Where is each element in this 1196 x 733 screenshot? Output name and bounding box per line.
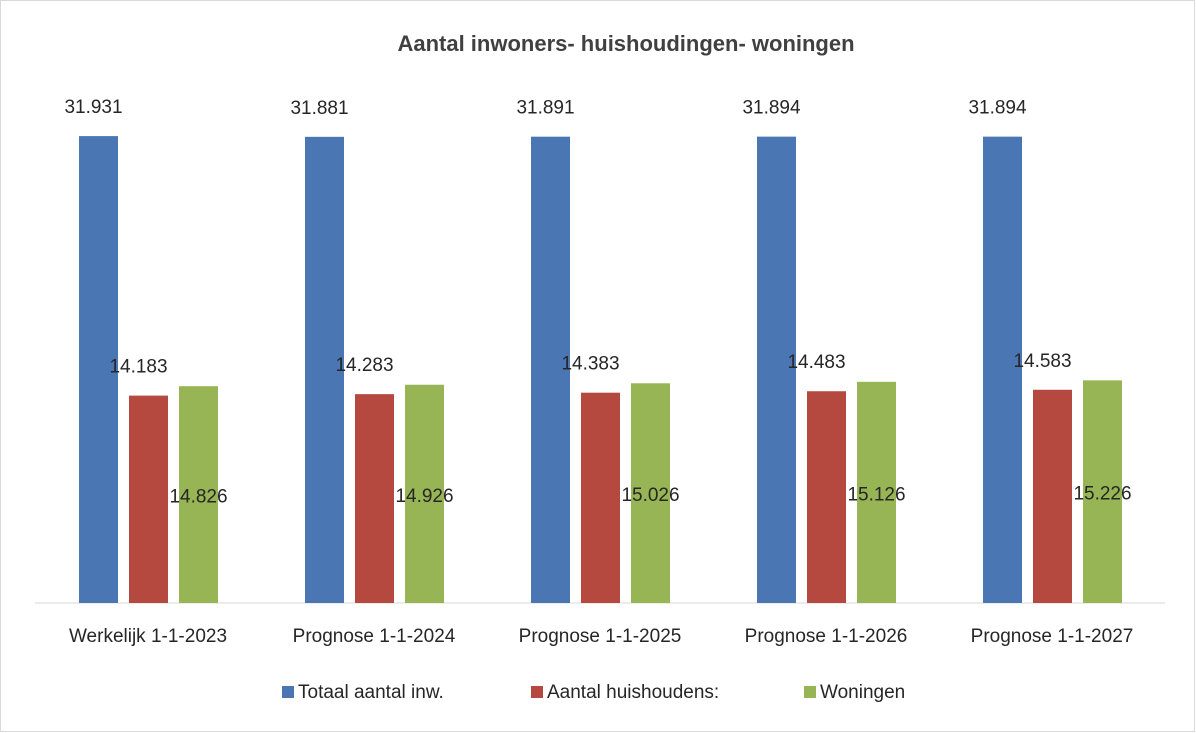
data-label: 14.926	[395, 486, 453, 507]
x-tick-label: Prognose 1-1-2025	[519, 626, 682, 647]
bar	[179, 386, 218, 603]
chart-title: Aantal inwoners- huishoudingen- woningen	[397, 31, 854, 56]
legend-swatch	[531, 686, 543, 698]
bar	[1033, 389, 1072, 603]
legend-label: Aantal huishoudens:	[547, 682, 719, 703]
bar	[807, 391, 846, 603]
data-label: 14.383	[561, 354, 619, 375]
x-tick-label: Prognose 1-1-2027	[971, 626, 1134, 647]
x-tick-label: Werkelijk 1-1-2023	[69, 626, 227, 647]
x-tick-label: Prognose 1-1-2024	[293, 626, 456, 647]
data-label: 14.826	[169, 487, 227, 508]
bar	[405, 384, 444, 603]
data-label: 31.894	[968, 98, 1027, 119]
data-label: 14.583	[1013, 351, 1071, 372]
legend-label: Woningen	[820, 682, 905, 703]
bar	[355, 394, 394, 603]
data-label: 31.931	[64, 97, 122, 118]
legend-swatch	[804, 686, 816, 698]
bar	[983, 136, 1022, 604]
bar	[631, 383, 670, 603]
data-label: 14.183	[109, 357, 167, 378]
data-label: 31.894	[742, 98, 801, 119]
legend-swatch	[282, 686, 294, 698]
data-label: 15.126	[847, 484, 905, 505]
bar	[79, 136, 118, 604]
data-label: 15.226	[1073, 484, 1131, 505]
data-label: 31.881	[290, 98, 348, 119]
bar	[129, 395, 168, 603]
data-label: 14.483	[787, 352, 845, 373]
legend-label: Totaal aantal inw.	[298, 682, 444, 703]
bar	[857, 381, 896, 603]
bar	[531, 136, 570, 603]
data-label: 15.026	[621, 485, 679, 506]
x-tick-label: Prognose 1-1-2026	[745, 626, 908, 647]
bar	[757, 136, 796, 604]
bar	[305, 136, 344, 603]
bar	[1083, 380, 1122, 603]
bar	[581, 392, 620, 603]
data-label: 31.891	[516, 98, 574, 119]
data-label: 14.283	[335, 355, 393, 376]
